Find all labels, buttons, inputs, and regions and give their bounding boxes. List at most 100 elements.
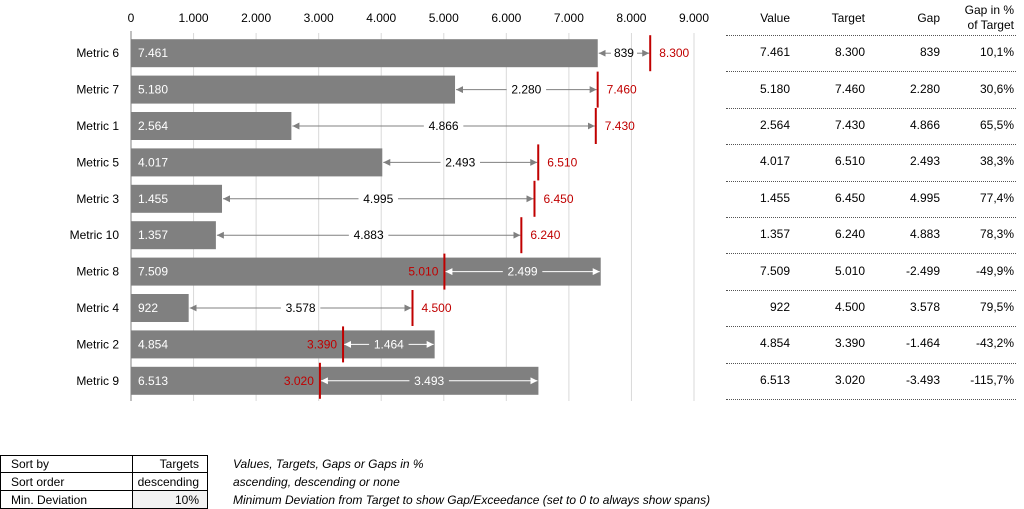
table-row-divider [726, 399, 1016, 400]
table-cell: 4.854 [759, 336, 790, 351]
table-cell: 6.513 [759, 372, 790, 387]
table-cell: 10,1% [979, 45, 1014, 60]
x-tick-label: 3.000 [304, 11, 334, 25]
table-cell: 4.866 [909, 118, 940, 132]
table-cell: 79,5% [979, 300, 1014, 314]
table-cell: 6.510 [834, 154, 865, 169]
target-label: 6.450 [543, 192, 573, 206]
value-bar [131, 39, 598, 68]
table-cell: 8.300 [834, 45, 865, 60]
table-cell: 1.357 [759, 227, 790, 242]
table-cell: -1.464 [905, 336, 940, 351]
category-label: Metric 6 [76, 46, 119, 60]
table-cell: 839 [919, 45, 940, 60]
sort-order-label: Sort order [0, 473, 132, 491]
value-label: 5.180 [138, 83, 168, 97]
table-cell: 77,4% [979, 190, 1014, 205]
table-cell: -43,2% [975, 336, 1014, 351]
gap-label: 839 [614, 46, 634, 60]
category-label: Metric 3 [76, 192, 119, 206]
table-cell: -3.493 [905, 372, 940, 387]
gap-label: 2.499 [508, 265, 538, 279]
column-header: Gap in % of Target [964, 3, 1014, 32]
gap-label: 4.995 [363, 192, 393, 206]
gap-label: 1.464 [374, 337, 404, 351]
value-bar [131, 184, 223, 213]
table-cell: 3.390 [834, 336, 865, 351]
x-tick-label: 6.000 [491, 11, 521, 25]
table-row-divider [726, 326, 1016, 328]
category-label: Metric 4 [76, 301, 119, 315]
target-label: 8.300 [659, 46, 689, 60]
settings-top-border [0, 455, 208, 456]
table-cell: 30,6% [979, 81, 1014, 96]
column-header: Value [760, 11, 790, 25]
category-label: Metric 10 [70, 228, 120, 242]
table-row-divider [726, 180, 1016, 182]
value-label: 6.513 [138, 374, 168, 388]
target-label: 4.500 [422, 301, 452, 315]
table-cell: 3.020 [834, 372, 865, 387]
target-label: 6.240 [530, 228, 560, 242]
sort-by-value[interactable]: Targets [132, 455, 208, 473]
table-row-divider [726, 71, 1016, 73]
table-cell: 4.500 [834, 300, 865, 314]
value-bar [131, 330, 435, 359]
value-label: 922 [138, 301, 158, 315]
value-label: 4.017 [138, 155, 168, 169]
table-cell: 4.883 [909, 227, 940, 242]
table-cell: 7.430 [834, 118, 865, 132]
table-cell: 6.450 [834, 190, 865, 205]
category-label: Metric 7 [76, 83, 119, 97]
table-cell: 2.493 [909, 154, 940, 169]
table-cell: 4.017 [759, 154, 790, 169]
value-label: 1.455 [138, 192, 168, 206]
category-label: Metric 8 [76, 265, 119, 279]
value-label: 4.854 [138, 337, 168, 351]
sort-by-label: Sort by [0, 455, 132, 473]
column-header: Target [831, 11, 865, 25]
table-cell: -115,7% [970, 372, 1014, 387]
target-label: 3.020 [284, 374, 314, 388]
target-label: 7.460 [607, 83, 637, 97]
value-label: 7.509 [138, 265, 168, 279]
table-cell: 4.995 [909, 190, 940, 205]
category-label: Metric 1 [76, 119, 119, 133]
value-bar [131, 221, 216, 250]
min-deviation-label: Min. Deviation [0, 491, 132, 509]
x-tick-label: 2.000 [241, 11, 271, 25]
sort-order-description: ascending, descending or none [233, 475, 400, 489]
sort-order-value[interactable]: descending [132, 473, 208, 491]
table-cell: 2.280 [909, 81, 940, 96]
x-tick-label: 1.000 [179, 11, 209, 25]
category-label: Metric 5 [76, 155, 119, 169]
x-tick-label: 7.000 [554, 11, 584, 25]
table-cell: 38,3% [979, 154, 1014, 169]
table-cell: 5.010 [834, 263, 865, 278]
min-deviation-value[interactable]: 10% [132, 491, 208, 509]
table-cell: 78,3% [979, 227, 1014, 242]
target-label: 5.010 [408, 265, 438, 279]
table-cell: 65,5% [979, 118, 1014, 132]
gap-label: 3.578 [286, 301, 316, 315]
table-cell: 7.509 [759, 263, 790, 278]
target-label: 3.390 [307, 337, 337, 351]
table-cell: 5.180 [759, 81, 790, 96]
gap-label: 2.493 [445, 155, 475, 169]
value-bar [131, 75, 456, 104]
table-cell: 2.564 [759, 118, 790, 132]
table-cell: 7.460 [834, 81, 865, 96]
category-label: Metric 2 [76, 337, 119, 351]
table-row-divider [726, 35, 1016, 36]
value-label: 7.461 [138, 46, 168, 60]
target-label: 6.510 [547, 155, 577, 169]
x-tick-label: 9.000 [679, 11, 709, 25]
table-cell: -49,9% [975, 263, 1014, 278]
table-cell: -2.499 [905, 263, 940, 278]
value-bar [131, 112, 292, 140]
gap-label: 4.866 [429, 119, 459, 133]
value-bar [131, 294, 189, 322]
bullet-gap-chart: 0 1.000 2.000 3.000 4.000 5.000 6.000 7.000 8.00… [70, 11, 709, 401]
table-row-divider [726, 107, 1016, 109]
table-row-divider [726, 217, 1016, 218]
